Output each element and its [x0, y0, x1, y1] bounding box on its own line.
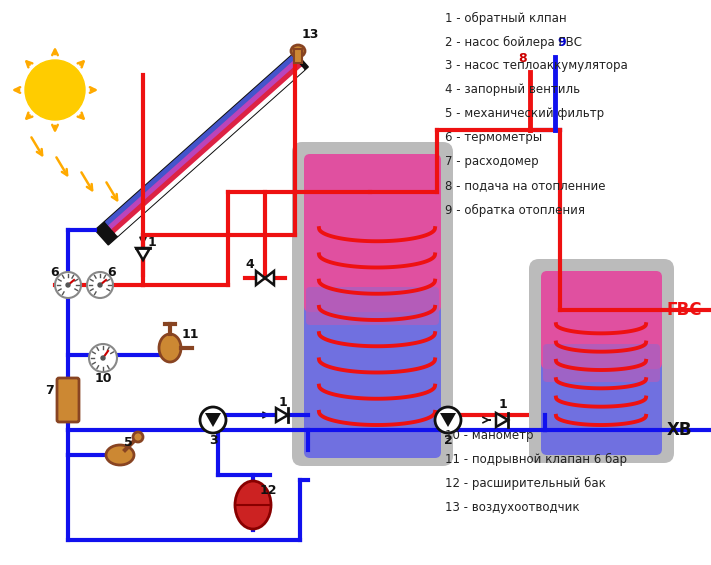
FancyBboxPatch shape	[543, 344, 660, 382]
Text: 1: 1	[498, 398, 508, 411]
Text: 4: 4	[245, 259, 255, 272]
Polygon shape	[256, 271, 265, 285]
Text: 1: 1	[279, 396, 287, 408]
FancyBboxPatch shape	[304, 154, 441, 312]
Text: 3: 3	[209, 433, 218, 446]
Text: 8: 8	[519, 51, 528, 64]
Polygon shape	[496, 413, 508, 427]
Polygon shape	[205, 413, 221, 427]
FancyBboxPatch shape	[304, 300, 441, 458]
Polygon shape	[136, 248, 150, 260]
Text: 6: 6	[107, 267, 117, 280]
FancyBboxPatch shape	[306, 287, 439, 325]
Circle shape	[200, 407, 226, 433]
Circle shape	[435, 407, 461, 433]
Ellipse shape	[159, 334, 181, 362]
Text: 7: 7	[46, 384, 54, 397]
Text: 12 - расширительный бак: 12 - расширительный бак	[445, 476, 606, 489]
Ellipse shape	[133, 432, 143, 442]
Text: 10 - манометр: 10 - манометр	[445, 428, 533, 441]
Polygon shape	[276, 408, 288, 422]
Text: 11: 11	[181, 328, 199, 341]
Text: 6: 6	[50, 267, 59, 280]
Polygon shape	[112, 64, 301, 233]
Polygon shape	[95, 52, 309, 245]
Circle shape	[98, 283, 102, 287]
Text: 4 - запорный вентиль: 4 - запорный вентиль	[445, 84, 580, 97]
Polygon shape	[106, 56, 295, 225]
Ellipse shape	[291, 45, 305, 57]
FancyBboxPatch shape	[294, 49, 302, 63]
Polygon shape	[116, 67, 304, 235]
Text: 8 - подача на отопленние: 8 - подача на отопленние	[445, 180, 606, 193]
FancyBboxPatch shape	[57, 378, 79, 422]
Text: 6 - термометры: 6 - термометры	[445, 132, 542, 145]
Text: 9: 9	[557, 36, 567, 49]
Text: 11 - подрывной клапан 6 бар: 11 - подрывной клапан 6 бар	[445, 453, 627, 466]
Circle shape	[25, 60, 85, 120]
Text: 13 - воздухоотводчик: 13 - воздухоотводчик	[445, 501, 579, 514]
Text: 7 - расходомер: 7 - расходомер	[445, 155, 539, 168]
Circle shape	[66, 283, 70, 287]
Polygon shape	[109, 60, 299, 229]
Polygon shape	[265, 271, 274, 285]
Ellipse shape	[106, 445, 134, 465]
Circle shape	[89, 344, 117, 372]
Text: 5 - механический фильтр: 5 - механический фильтр	[445, 107, 604, 120]
Ellipse shape	[235, 481, 271, 529]
Text: ГВС: ГВС	[667, 301, 702, 319]
Polygon shape	[440, 413, 456, 427]
Circle shape	[55, 272, 81, 298]
Text: 10: 10	[95, 372, 112, 385]
FancyBboxPatch shape	[529, 259, 674, 463]
Text: 2: 2	[444, 433, 452, 446]
Text: 1: 1	[148, 237, 156, 250]
Circle shape	[87, 272, 113, 298]
Text: ХВ: ХВ	[667, 421, 693, 439]
Text: 5: 5	[124, 437, 132, 450]
FancyBboxPatch shape	[292, 142, 453, 466]
FancyBboxPatch shape	[541, 357, 662, 455]
Text: 3 - насос теплоаккумулятора: 3 - насос теплоаккумулятора	[445, 59, 628, 72]
Text: 2 - насос бойлера ГВС: 2 - насос бойлера ГВС	[445, 36, 582, 49]
Text: 9 - обратка отопления: 9 - обратка отопления	[445, 203, 585, 216]
FancyBboxPatch shape	[541, 271, 662, 369]
Text: 12: 12	[260, 484, 277, 497]
Text: 13: 13	[301, 28, 319, 41]
Text: 1 - обратный клпан: 1 - обратный клпан	[445, 11, 567, 24]
Circle shape	[101, 356, 105, 360]
